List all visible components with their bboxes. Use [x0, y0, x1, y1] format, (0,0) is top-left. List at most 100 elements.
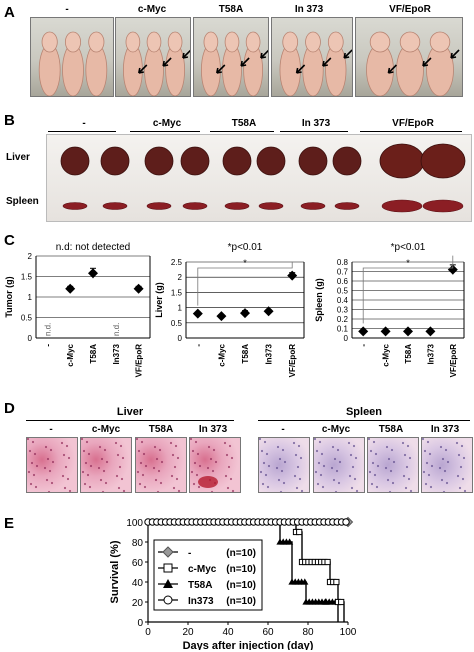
y-axis-label: Liver (g) [154, 282, 164, 318]
x-tick-label: T58A [404, 344, 413, 364]
mouse-head [245, 31, 261, 53]
x-tick-label: c-Myc [217, 343, 226, 366]
x-tick-label: 100 [340, 627, 357, 638]
panel-label-c: C [4, 232, 15, 249]
mouse-photo-in-373 [271, 17, 353, 97]
panel-a-header-control: - [65, 4, 69, 15]
panel-d-header-in-373: In 373 [198, 424, 228, 435]
y-tick-label: 100 [126, 518, 143, 529]
data-point-in373 [425, 326, 436, 337]
panel-b-header-rule [130, 131, 200, 132]
x-tick-label: In373 [426, 343, 435, 364]
legend-series-n: (n=10) [226, 548, 256, 559]
spleen-histology-c-myc [313, 437, 365, 493]
liver-specimen [60, 146, 90, 176]
y-tick-label: 0 [137, 618, 143, 629]
mouse-photo-vf-epor [355, 17, 463, 97]
x-tick-label: VF/EpoR [449, 344, 458, 378]
significance-star: * [406, 258, 410, 268]
spleen-histology-control [258, 437, 310, 493]
data-point-c-myc [216, 311, 227, 322]
data-point-c-myc [65, 283, 76, 294]
liver-specimen [420, 143, 466, 179]
spleen-row-label: Spleen [6, 196, 39, 207]
panel-a-header-vf-epor: VF/EpoR [389, 4, 431, 15]
legend-series-name: - [188, 548, 191, 559]
mouse-head [167, 31, 183, 53]
panel-d-header-t58a: T58A [148, 424, 174, 435]
mouse-head [369, 31, 391, 53]
y-tick-label: 0 [28, 334, 33, 343]
legend-series-name: T58A [188, 580, 212, 591]
tumor-weight-chart: 0 0.5 1 1.5 2 Tumor (g) - c-Myc T58A In373 VF/EpoR… [4, 242, 151, 378]
x-tick-label: 80 [302, 627, 314, 638]
tumor-arrows [138, 49, 190, 74]
mouse-head [224, 31, 240, 53]
mouse-head [399, 31, 421, 53]
organ-illustrations [60, 143, 466, 213]
mice-illustration [366, 31, 460, 96]
panel-b-header-c-myc: c-Myc [152, 118, 182, 129]
tissue-texture [136, 438, 181, 492]
data-point-vf-epor [287, 270, 298, 281]
panel-label-e: E [4, 515, 15, 532]
mice-illustration [200, 31, 268, 96]
panel-d-header-control: - [281, 424, 285, 435]
y-tick-label: 1.5 [21, 273, 33, 282]
tumor-arrows [216, 49, 268, 74]
y-tick-label: 0.6 [337, 277, 349, 286]
mouse-head [88, 31, 105, 53]
x-axis-label: Days after injection (day) [183, 640, 314, 650]
y-tick-label: 0.2 [337, 315, 349, 324]
significance-star: * [243, 258, 247, 268]
spleen-weight-chart: 00.10.20.30.40.50.60.70.8 Spleen (g) - c-My… [314, 242, 465, 378]
liver-title-rule [26, 420, 234, 421]
panel-a-header-t58a: T58A [218, 4, 244, 15]
spleen-histology-in-373 [421, 437, 473, 493]
data-point-t58a [240, 308, 250, 319]
spleen-histology-t58a [367, 437, 419, 493]
x-tick-label: c-Myc [382, 343, 391, 366]
liver-specimen [298, 146, 328, 176]
spleen-specimen [300, 202, 326, 210]
x-tick-label: - [43, 344, 52, 347]
panel-d-header-c-myc: c-Myc [91, 424, 121, 435]
mouse-photo-control [30, 17, 114, 97]
y-tick-label: 0.8 [337, 258, 349, 267]
tissue-texture [81, 438, 126, 492]
spleen-specimen [146, 202, 172, 210]
chart-title: n.d: not detected [56, 242, 131, 253]
organ-photo-strip [46, 134, 472, 222]
panel-b-header-control: - [82, 118, 86, 129]
y-axis-label: Survival (%) [109, 540, 121, 603]
y-tick-label: 2 [28, 252, 33, 261]
mouse-head [327, 31, 344, 53]
x-tick-label: VF/EpoR [135, 344, 144, 378]
mice-illustration [122, 31, 190, 96]
mouse-head [429, 31, 451, 53]
tumor-arrows [295, 49, 352, 74]
panel-label-b: B [4, 112, 15, 129]
mouse-head [203, 31, 219, 53]
panel-d-header-control: - [49, 424, 53, 435]
spleen-specimen [62, 202, 88, 210]
legend-series-name: c-Myc [188, 564, 217, 575]
y-tick-label: 40 [132, 578, 144, 589]
y-tick-label: 0.5 [21, 314, 33, 323]
panel-b-header-rule [210, 131, 274, 132]
spleen-title-rule [258, 420, 470, 421]
mouse-photo-c-myc [115, 17, 191, 97]
panel-b-header-vf-epor: VF/EpoR [392, 118, 434, 129]
x-tick-label: 40 [222, 627, 234, 638]
significance-bracket [362, 255, 454, 324]
panel-b-header-rule [360, 131, 462, 132]
series-t58a [148, 518, 340, 622]
x-tick-label: 0 [145, 627, 151, 638]
liver-histology-t58a [135, 437, 187, 493]
mouse-head [146, 31, 162, 53]
spleen-specimen [102, 202, 128, 210]
mice-illustration [38, 31, 108, 96]
liver-specimen [256, 146, 286, 176]
liver-specimen [180, 146, 210, 176]
tumor-arrows [387, 49, 460, 74]
